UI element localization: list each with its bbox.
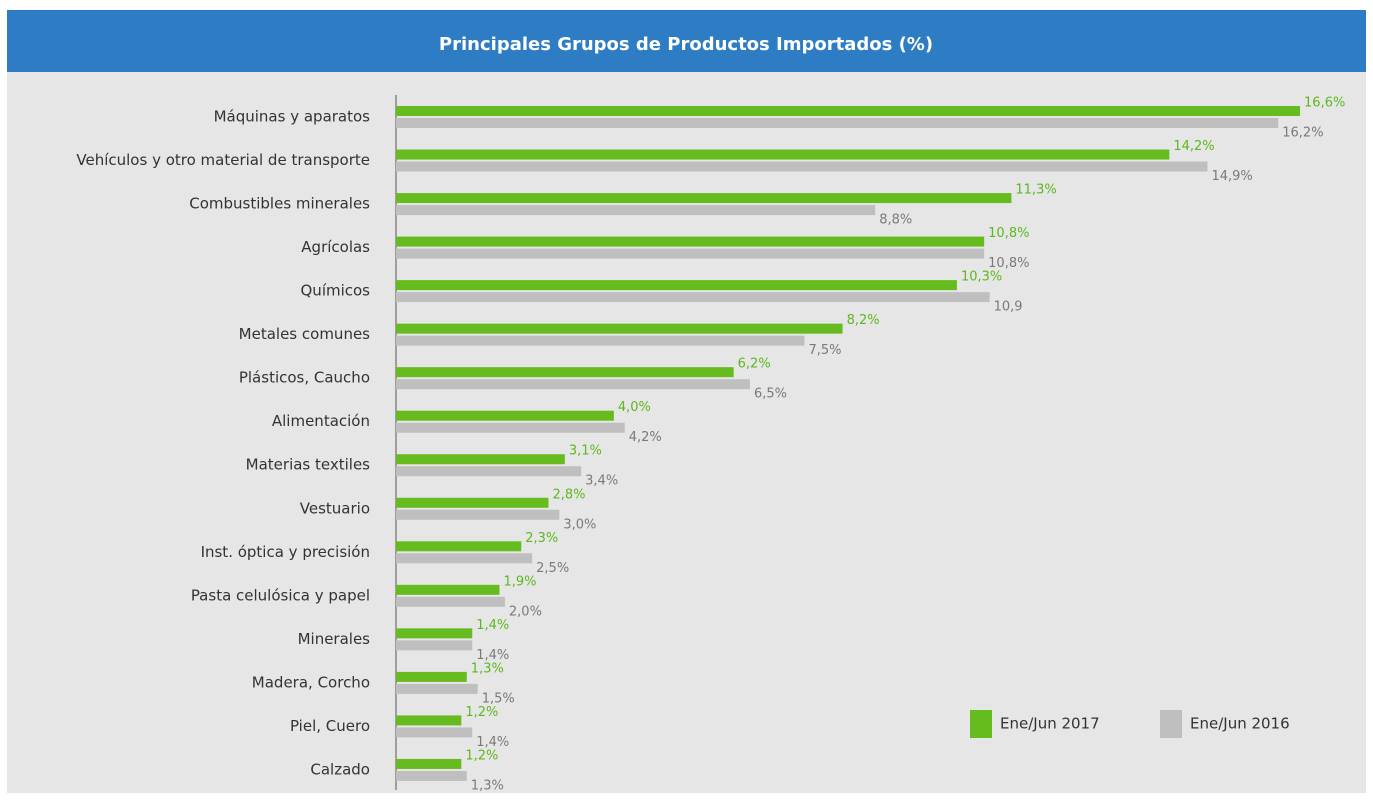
bar <box>396 193 1012 204</box>
bar <box>396 422 625 433</box>
category-label: Madera, Corcho <box>252 673 370 691</box>
bar <box>396 118 1279 128</box>
bar <box>396 454 565 465</box>
bar <box>396 335 805 346</box>
category-label: Vehículos y otro material de transporte <box>76 151 370 169</box>
bar <box>396 106 1301 116</box>
legend-label: Ene/Jun 2016 <box>1190 715 1290 733</box>
value-label: 10,3% <box>961 270 1002 285</box>
value-label: 2,8% <box>552 487 585 502</box>
bar <box>396 541 522 552</box>
value-label: 1,2% <box>465 748 498 763</box>
category-label: Inst. óptica y precisión <box>201 543 370 561</box>
value-label: 10,8% <box>988 226 1029 241</box>
value-label: 1,4% <box>476 648 509 663</box>
bar <box>396 683 478 694</box>
category-label: Alimentación <box>272 412 370 430</box>
value-label: 3,1% <box>569 444 602 459</box>
legend-label: Ene/Jun 2017 <box>1000 715 1100 733</box>
bar <box>396 367 734 378</box>
bar <box>396 236 985 247</box>
value-label: 16,2% <box>1282 126 1323 141</box>
value-label: 4,2% <box>629 430 662 445</box>
bar <box>396 410 614 421</box>
value-label: 8,8% <box>879 213 912 228</box>
value-label: 7,5% <box>808 343 841 358</box>
value-label: 14,2% <box>1173 139 1214 154</box>
value-label: 11,3% <box>1015 183 1056 198</box>
value-label: 1,9% <box>503 574 536 589</box>
bar <box>396 149 1170 160</box>
bar <box>396 584 500 595</box>
value-label: 8,2% <box>847 313 880 328</box>
value-label: 2,5% <box>536 561 569 576</box>
bar <box>396 509 560 520</box>
bar <box>396 280 957 291</box>
bar <box>396 497 549 508</box>
bar <box>396 715 462 726</box>
category-label: Máquinas y aparatos <box>214 108 371 126</box>
category-label: Vestuario <box>300 499 370 517</box>
category-label: Metales comunes <box>239 325 371 343</box>
legend-swatch <box>1160 710 1182 738</box>
category-label: Agrícolas <box>301 238 370 256</box>
category-label: Materias textiles <box>246 456 371 474</box>
value-label: 4,0% <box>618 400 651 415</box>
value-label: 1,4% <box>476 735 509 750</box>
category-label: Combustibles minerales <box>189 195 370 213</box>
bar <box>396 248 985 259</box>
legend-swatch <box>970 710 992 738</box>
bar <box>396 553 533 564</box>
value-label: 3,4% <box>585 474 618 489</box>
plot-background <box>7 72 1366 793</box>
chart-title: Principales Grupos de Productos Importad… <box>439 34 933 55</box>
bar <box>396 379 750 390</box>
bar <box>396 596 505 607</box>
bar <box>396 161 1208 172</box>
category-label: Piel, Cuero <box>290 717 370 735</box>
bar <box>396 205 876 216</box>
bar <box>396 323 843 334</box>
category-label: Químicos <box>301 282 371 300</box>
category-label: Minerales <box>298 630 371 648</box>
bar <box>396 292 990 303</box>
bar <box>396 466 582 477</box>
bar <box>396 671 467 682</box>
value-label: 3,0% <box>563 517 596 532</box>
value-label: 1,3% <box>471 778 504 793</box>
bar <box>396 727 473 738</box>
bar <box>396 628 473 639</box>
category-label: Calzado <box>310 760 370 778</box>
value-label: 1,5% <box>482 691 515 706</box>
category-label: Pasta celulósica y papel <box>191 586 370 604</box>
title-band <box>7 10 1366 72</box>
value-label: 14,9% <box>1211 169 1252 184</box>
value-label: 6,2% <box>738 357 771 372</box>
value-label: 1,3% <box>471 661 504 676</box>
value-label: 6,5% <box>754 387 787 402</box>
value-label: 16,6% <box>1304 96 1345 111</box>
value-label: 1,4% <box>476 618 509 633</box>
value-label: 2,0% <box>509 604 542 619</box>
value-label: 2,3% <box>525 531 558 546</box>
value-label: 10,8% <box>988 256 1029 271</box>
bar <box>396 758 462 769</box>
category-label: Plásticos, Caucho <box>239 369 370 387</box>
value-label: 1,2% <box>465 705 498 720</box>
value-label: 10,9 <box>994 300 1023 315</box>
bar <box>396 640 473 651</box>
bar <box>396 770 467 781</box>
